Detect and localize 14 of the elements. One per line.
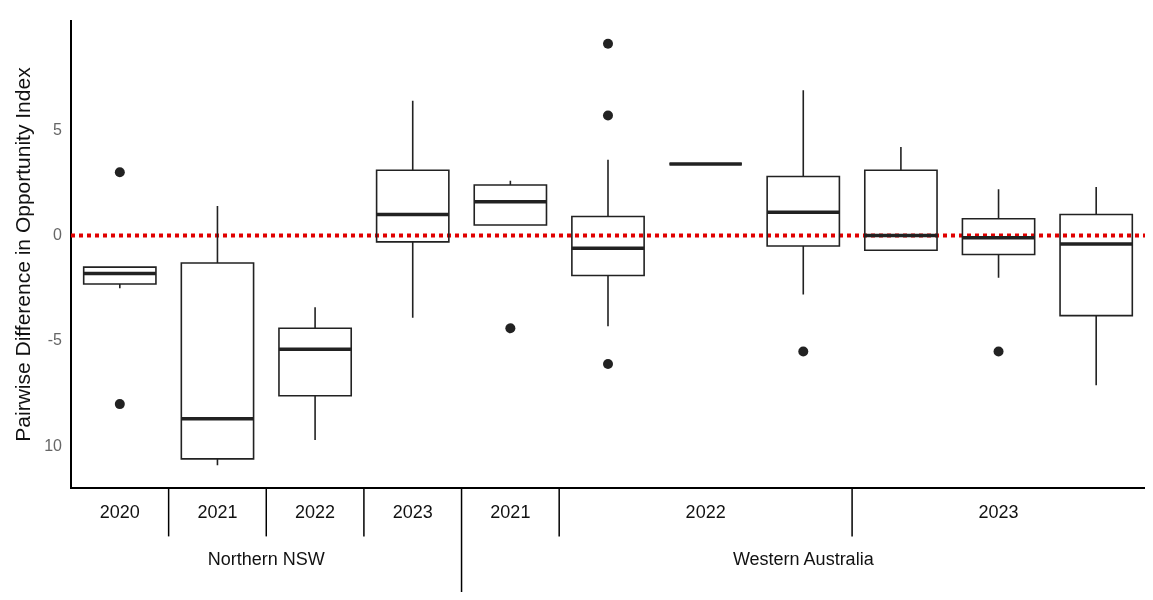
y-tick-label: 10: [44, 436, 63, 454]
y-tick-label: -5: [47, 331, 63, 349]
x-tick-label: 2021: [490, 502, 531, 523]
x-tick-label: 2023: [978, 502, 1019, 523]
y-tick-label: 5: [53, 120, 63, 138]
x-tick-label: 2020: [99, 502, 140, 523]
y-axis-title: Pairwise Difference in Opportunity Index: [11, 66, 35, 442]
text: Western Australia: [732, 549, 875, 570]
x-tick-label: 2022: [295, 502, 336, 523]
x-tick-label: 2023: [392, 502, 433, 523]
x-tick-label: 2021: [197, 502, 238, 523]
y-tick-label: 0: [53, 225, 63, 243]
text: Northern NSW: [207, 549, 325, 570]
x-tick-label: 2022: [685, 502, 726, 523]
